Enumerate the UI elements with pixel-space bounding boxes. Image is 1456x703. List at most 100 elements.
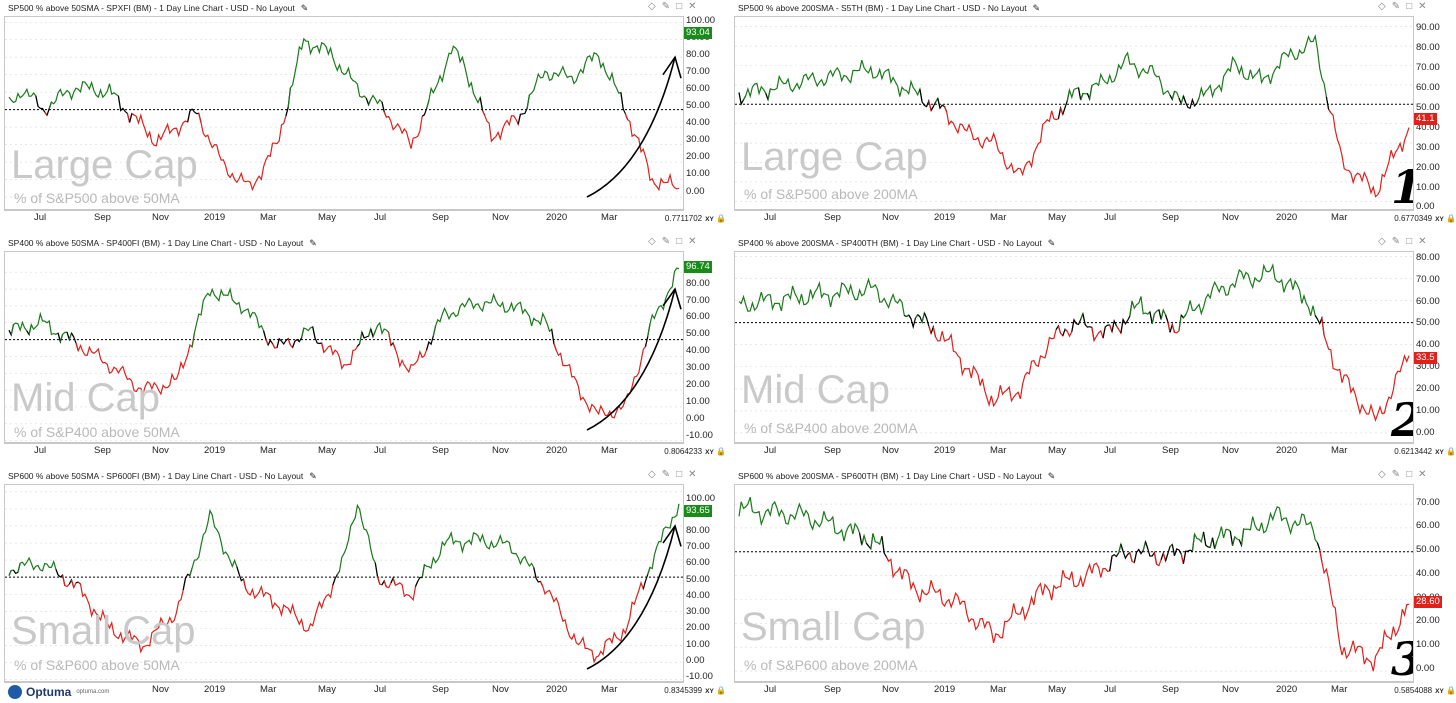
x-tick: 2019: [934, 212, 956, 223]
chart-panel-2: SP500 % above 200SMA - S5TH (BM) - 1 Day…: [730, 0, 1456, 230]
xy-toggle[interactable]: XY: [1435, 216, 1444, 223]
series-line-segment: [372, 321, 392, 346]
y-tick: 30.00: [1416, 361, 1440, 372]
series-line-segment: [517, 94, 530, 125]
series-line-segment: [321, 342, 361, 371]
series-line-segment: [919, 88, 932, 111]
edit-pencil-icon[interactable]: ✎: [1047, 238, 1056, 248]
window-controls[interactable]: ◇✎□✕: [648, 1, 703, 12]
series-line-segment: [928, 100, 934, 113]
plot-area[interactable]: Mid Cap % of S&P400 above 50MA: [4, 251, 684, 443]
series-line-segment: [738, 497, 863, 546]
x-tick: May: [318, 684, 336, 695]
corner-value: 0.8064233 XY 🔒: [664, 447, 726, 456]
x-tick: Jul: [374, 445, 387, 456]
chart-svg: [5, 21, 683, 198]
edit-pencil-icon[interactable]: ✎: [309, 471, 317, 481]
y-tick: 10.00: [1416, 182, 1440, 193]
lock-icon[interactable]: 🔒: [716, 447, 726, 456]
series-line-segment: [70, 579, 79, 590]
plot-area[interactable]: 2 Mid Cap % of S&P400 above 200MA: [734, 251, 1414, 443]
x-tick: 2019: [934, 445, 956, 456]
y-tick: 20.00: [1416, 162, 1440, 173]
x-tick: 2019: [204, 684, 226, 695]
x-tick: Nov: [882, 684, 899, 695]
x-tick: Jul: [764, 445, 777, 456]
window-controls[interactable]: ◇✎□✕: [1378, 1, 1433, 12]
y-tick: 70.00: [1416, 274, 1440, 285]
y-tick: 40.00: [1416, 339, 1440, 350]
x-tick: Sep: [824, 684, 841, 695]
y-tick: 60.00: [1416, 296, 1440, 307]
x-tick: Mar: [990, 684, 1007, 695]
series-line-segment: [421, 530, 537, 579]
y-tick: 50.00: [686, 328, 710, 339]
x-tick: Mar: [1331, 684, 1348, 695]
y-tick: 90.00: [1416, 22, 1440, 33]
y-tick: 40.00: [686, 345, 710, 356]
y-tick: 0.00: [686, 186, 705, 197]
series-line-segment: [17, 556, 59, 576]
lock-icon[interactable]: 🔒: [1446, 214, 1456, 223]
x-tick: Nov: [882, 445, 899, 456]
series-line-segment: [75, 333, 195, 396]
series-line-segment: [481, 110, 521, 143]
x-tick: Mar: [990, 212, 1007, 223]
y-tick: 60.00: [1416, 520, 1440, 531]
series-line-segment: [392, 577, 419, 602]
chart-svg: 3: [735, 497, 1413, 681]
window-controls[interactable]: ◇✎□✕: [648, 469, 703, 480]
x-tick: 2019: [204, 445, 226, 456]
annotation-number: 2: [1390, 393, 1414, 443]
lock-icon[interactable]: 🔒: [716, 214, 726, 223]
x-tick: 2020: [546, 684, 568, 695]
window-controls[interactable]: ◇✎□✕: [1378, 236, 1433, 247]
last-value-badge: 93.65: [684, 505, 712, 517]
x-tick: Mar: [260, 684, 277, 695]
series-line-segment: [943, 106, 1062, 177]
watermark-subtitle: % of S&P600 above 50MA: [14, 657, 180, 673]
plot-area[interactable]: Large Cap % of S&P500 above 50MA: [4, 16, 684, 210]
edit-pencil-icon[interactable]: ✎: [1047, 471, 1056, 481]
x-tick: May: [1048, 445, 1066, 456]
y-tick: 20.00: [1416, 383, 1440, 394]
edit-pencil-icon[interactable]: ✎: [1032, 3, 1041, 13]
x-tick: May: [318, 445, 336, 456]
y-tick: 10.00: [686, 168, 710, 179]
lock-icon[interactable]: 🔒: [1446, 686, 1456, 695]
y-tick: 50.00: [1416, 317, 1440, 328]
chart-panel-3: SP400 % above 50SMA - SP400FI (BM) - 1 D…: [0, 235, 726, 463]
y-tick: 80.00: [1416, 42, 1440, 53]
lock-icon[interactable]: 🔒: [1446, 447, 1456, 456]
series-line-segment: [336, 503, 379, 577]
chart-panel-1: SP500 % above 50SMA - SPXFI (BM) - 1 Day…: [0, 0, 726, 230]
y-tick: 70.00: [686, 295, 710, 306]
y-tick: 70.00: [686, 66, 710, 77]
xy-toggle[interactable]: XY: [705, 216, 714, 223]
xy-toggle[interactable]: XY: [705, 449, 714, 456]
x-tick: Sep: [1162, 445, 1179, 456]
xy-toggle[interactable]: XY: [705, 688, 714, 695]
watermark-subtitle: % of S&P400 above 50MA: [14, 424, 180, 440]
lock-icon[interactable]: 🔒: [716, 686, 726, 695]
edit-pencil-icon[interactable]: ✎: [309, 238, 317, 248]
window-controls[interactable]: ◇✎□✕: [1378, 469, 1433, 480]
plot-area[interactable]: 1 Large Cap % of S&P500 above 200MA: [734, 16, 1414, 210]
y-tick: 50.00: [1416, 544, 1440, 555]
last-value-badge: 41.1: [1414, 113, 1437, 125]
edit-pencil-icon[interactable]: ✎: [300, 3, 309, 13]
y-axis: 100.00 90.00 80.00 70.00 60.00 50.00 40.…: [684, 15, 722, 210]
corner-value: 0.7711702 XY 🔒: [664, 214, 726, 223]
series-line-segment: [1321, 317, 1410, 422]
chart-title: SP600 % above 50SMA - SP600FI (BM) - 1 D…: [8, 471, 317, 481]
series-line-segment: [1182, 95, 1200, 109]
chart-panel-6: SP600 % above 200SMA - SP600TH (BM) - 1 …: [730, 468, 1456, 702]
y-tick: 0.00: [1416, 427, 1435, 438]
series-line-segment: [77, 578, 186, 654]
xy-toggle[interactable]: XY: [1435, 449, 1444, 456]
plot-area[interactable]: Small Cap % of S&P600 above 50MA: [4, 484, 684, 682]
series-line-segment: [48, 80, 122, 111]
plot-area[interactable]: 3 Small Cap % of S&P600 above 200MA: [734, 484, 1414, 682]
window-controls[interactable]: ◇✎□✕: [648, 236, 703, 247]
xy-toggle[interactable]: XY: [1435, 688, 1444, 695]
